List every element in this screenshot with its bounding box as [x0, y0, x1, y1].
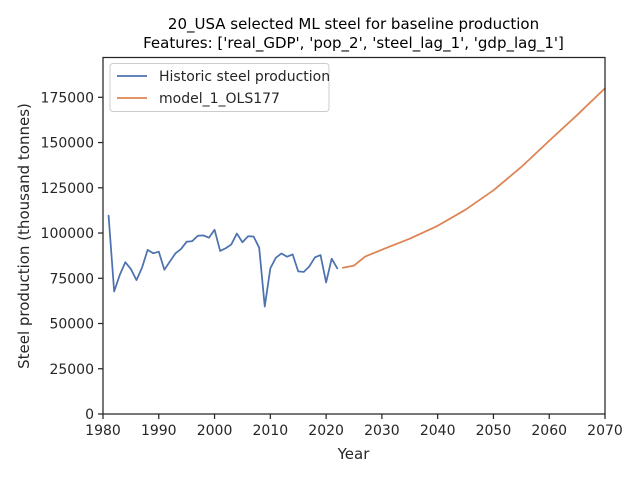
x-tick-label: 2030 — [364, 423, 400, 439]
x-axis-ticks: 1980 1990 2000 2010 2020 2030 2040 2050 2060 2070 — [85, 414, 623, 439]
legend-label-historic: Historic steel production — [159, 69, 330, 85]
y-tick-label: 150000 — [41, 136, 94, 152]
y-tick-label: 75000 — [49, 271, 94, 287]
x-tick-label: 2010 — [253, 423, 289, 439]
x-tick-label: 2050 — [476, 423, 512, 439]
x-tick-label: 2060 — [531, 423, 567, 439]
y-tick-label: 50000 — [49, 317, 94, 333]
x-tick-label: 2020 — [308, 423, 344, 439]
y-axis-label: Steel production (thousand tonnes) — [15, 103, 33, 369]
x-tick-label: 2000 — [197, 423, 233, 439]
y-tick-label: 125000 — [41, 181, 94, 197]
x-tick-label: 1990 — [141, 423, 177, 439]
x-tick-label: 2070 — [587, 423, 623, 439]
legend-label-model: model_1_OLS177 — [159, 91, 280, 107]
series-line-model — [341, 87, 606, 269]
y-tick-label: 0 — [85, 407, 94, 423]
y-tick-label: 100000 — [41, 226, 94, 242]
y-tick-label: 175000 — [41, 90, 94, 106]
x-tick-label: 2040 — [420, 423, 456, 439]
chart-subtitle: Features: ['real_GDP', 'pop_2', 'steel_l… — [143, 34, 564, 53]
chart-title: 20_USA selected ML steel for baseline pr… — [168, 15, 539, 34]
legend-box — [109, 63, 330, 112]
series-layer — [107, 87, 606, 308]
x-axis-label: Year — [337, 445, 371, 463]
x-tick-label: 1980 — [85, 423, 121, 439]
series-line-historic — [107, 214, 339, 308]
y-tick-label: 25000 — [49, 362, 94, 378]
plot-frame — [102, 56, 606, 415]
legend: Historic steel production model_1_OLS177 — [109, 63, 330, 112]
y-axis-ticks: 0 25000 50000 75000 100000 125000 150000 175000 — [41, 90, 103, 423]
